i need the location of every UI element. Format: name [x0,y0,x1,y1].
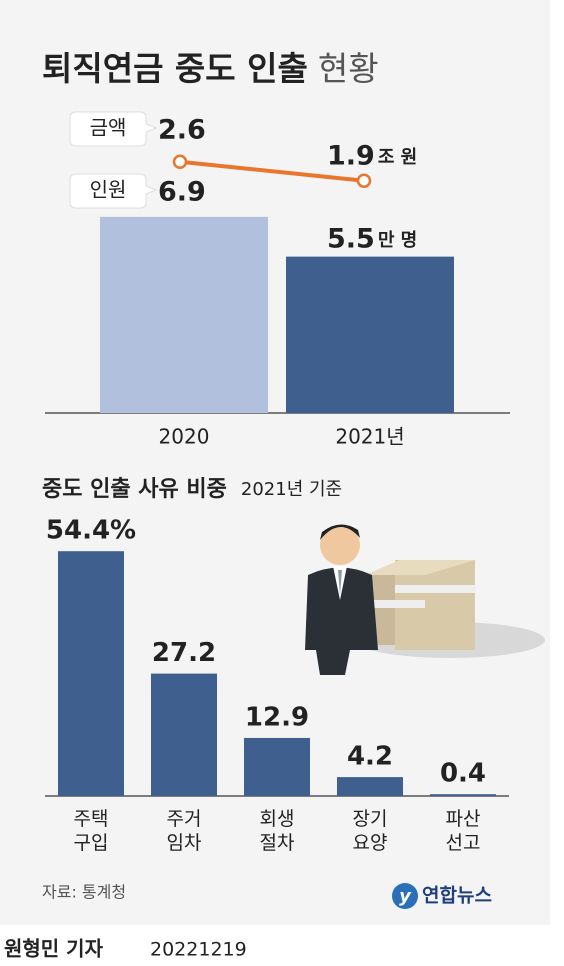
title-suffix: 현황 [318,49,379,88]
x-tick-label: 2020 [159,425,210,449]
unit-label: 만 명 [378,230,417,251]
logo-text: 연합뉴스 [422,885,492,907]
x-tick-label: 2021년 [335,425,404,449]
date: 20221219 [150,939,247,961]
x-tick-label: 주택 구입 [73,808,109,854]
x-tick-label: 주거 임차 [166,808,202,854]
bar [337,777,403,796]
title: 퇴직연금 중도 인출 현황 [42,49,379,88]
value-label: 1.9 [327,141,375,172]
author: 원형민 기자 [4,937,104,961]
value-label: 27.2 [152,638,216,668]
callout-label: 금액 [90,116,127,140]
x-tick-label: 회생 절차 [259,808,295,854]
illustration [305,524,545,675]
x-tick-label: 장기 요양 [352,808,388,854]
callout-people: 인원 [69,173,158,209]
bar [244,737,310,796]
x-tick-label: 파산 선고 [445,808,481,854]
subtitle: 2021년 기준 [241,479,342,500]
bar [100,216,268,413]
point [356,173,372,188]
title-main: 퇴직연금 중도 인출 [42,49,308,88]
line [179,159,365,183]
bar [430,794,496,796]
bar [151,673,217,796]
logo: y 연합뉴스 [392,883,492,909]
callout-label: 인원 [90,178,127,202]
source: 자료: 통계청 [42,883,126,902]
value-label: 4.2 [347,742,393,772]
bar [286,256,454,413]
unit-label: 조 원 [378,147,417,168]
title-main: 중도 인출 사유 비중 [42,477,227,502]
value-label: 12.9 [245,702,309,732]
svg-text:y: y [399,886,412,907]
value-label: 54.4% [46,516,136,546]
subchart-title: 중도 인출 사유 비중 2021년 기준 [42,477,342,502]
bar [58,551,124,796]
value-label: 6.9 [158,177,206,208]
value-label: 5.5 [327,224,375,255]
point [172,154,188,170]
value-label: 0.4 [440,759,486,789]
value-label: 2.6 [158,115,206,146]
callout-amount: 금액 [69,111,158,147]
